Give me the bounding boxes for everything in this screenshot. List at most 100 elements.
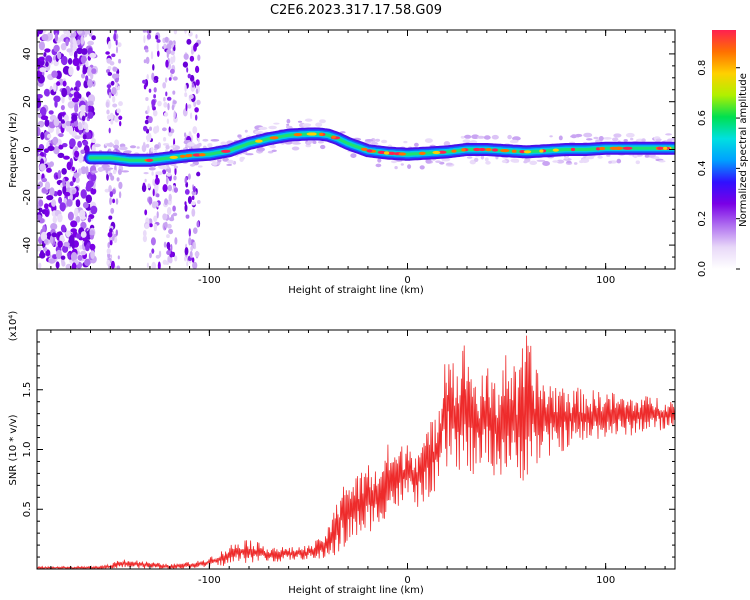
noise-blob <box>60 55 68 66</box>
noise-blob <box>57 152 65 158</box>
noise-blob <box>80 250 87 256</box>
noise-blob <box>110 175 115 181</box>
halo-blob <box>377 158 382 163</box>
halo-blob <box>227 159 234 164</box>
noise-blob <box>107 231 113 238</box>
noise-blob <box>170 50 175 56</box>
halo-blob <box>113 149 116 153</box>
halo-blob <box>623 139 628 142</box>
noise-blob <box>191 195 195 201</box>
halo-blob <box>136 146 140 149</box>
noise-blob <box>152 188 155 197</box>
noise-blob <box>41 34 49 41</box>
noise-blob <box>182 61 188 68</box>
halo-blob <box>244 129 248 133</box>
noise-blob <box>196 171 201 177</box>
noise-blob <box>53 146 60 155</box>
halo-blob <box>119 146 128 151</box>
halo-blob <box>441 157 451 162</box>
noise-blob <box>184 30 187 34</box>
halo-blob <box>625 132 635 138</box>
noise-blob <box>172 76 178 81</box>
noise-blob <box>115 82 118 87</box>
trace-hotspot <box>539 149 544 153</box>
halo-blob <box>106 167 114 170</box>
noise-blob <box>168 257 173 264</box>
noise-blob <box>76 39 81 46</box>
halo-blob <box>173 165 178 169</box>
trace-hotspot <box>187 153 193 158</box>
noise-blob <box>196 99 201 106</box>
noise-blob <box>55 249 63 260</box>
noise-blob <box>147 183 151 189</box>
y-tick-label: -20 <box>22 189 33 205</box>
noise-blob <box>167 207 172 215</box>
noise-blob <box>89 165 97 175</box>
trace-hotspot <box>523 150 532 154</box>
noise-blob <box>65 120 71 127</box>
noise-blob <box>115 229 119 236</box>
noise-blob <box>48 258 56 264</box>
halo-blob <box>501 159 507 163</box>
noise-blob <box>81 115 86 122</box>
halo-blob <box>564 156 569 160</box>
noise-blob <box>118 115 123 121</box>
noise-blob <box>111 53 116 58</box>
halo-blob <box>529 160 538 165</box>
noise-blob <box>150 237 156 246</box>
noise-blob <box>118 58 122 64</box>
noise-blob <box>173 110 176 119</box>
halo-blob <box>319 119 326 124</box>
halo-blob <box>95 164 99 167</box>
halo-blob <box>211 161 218 166</box>
noise-blob <box>62 143 68 148</box>
noise-blob <box>51 70 58 78</box>
noise-blob <box>91 68 97 74</box>
noise-blob <box>81 73 85 79</box>
x-tick-label: -100 <box>198 575 221 586</box>
noise-blob <box>150 51 154 60</box>
noise-blob <box>153 201 159 207</box>
noise-blob <box>62 245 69 253</box>
noise-blob <box>147 105 150 114</box>
noise-blob <box>189 250 193 259</box>
noise-blob <box>146 262 149 268</box>
noise-blob <box>119 120 122 127</box>
halo-blob <box>220 141 227 146</box>
noise-blob <box>44 209 49 217</box>
trace-hotspot <box>319 132 324 136</box>
snr-y-axis: 0.5 1.0 1.5 <box>22 341 675 558</box>
noise-blob <box>183 53 189 60</box>
trace-hotspot <box>432 150 441 155</box>
halo-blob <box>608 160 612 164</box>
noise-blob <box>197 54 201 61</box>
noise-blob <box>170 244 173 252</box>
noise-blob <box>197 200 201 204</box>
noise-blob <box>65 38 69 47</box>
noise-blob <box>155 193 160 198</box>
noise-blob <box>142 230 147 237</box>
halo-blob <box>414 142 419 147</box>
noise-blob <box>69 181 74 187</box>
halo-blob <box>573 162 578 165</box>
noise-blob <box>85 166 89 176</box>
noise-blob <box>169 128 175 134</box>
noise-blob <box>40 131 45 140</box>
noise-blob <box>71 262 77 269</box>
halo-blob <box>419 165 425 170</box>
noise-blob <box>156 42 159 51</box>
halo-blob <box>583 132 593 138</box>
noise-blob <box>53 95 61 103</box>
halo-blob <box>391 160 397 164</box>
noise-blob <box>173 175 177 181</box>
noise-blob <box>167 184 172 192</box>
noise-blob <box>89 230 95 236</box>
halo-blob <box>187 142 195 147</box>
halo-blob <box>407 164 412 170</box>
noise-blob <box>171 104 175 111</box>
noise-blob <box>164 198 168 206</box>
trace-hotspot <box>552 148 559 152</box>
noise-blob <box>162 213 167 221</box>
noise-blob <box>142 235 147 243</box>
halo-blob <box>400 163 404 166</box>
